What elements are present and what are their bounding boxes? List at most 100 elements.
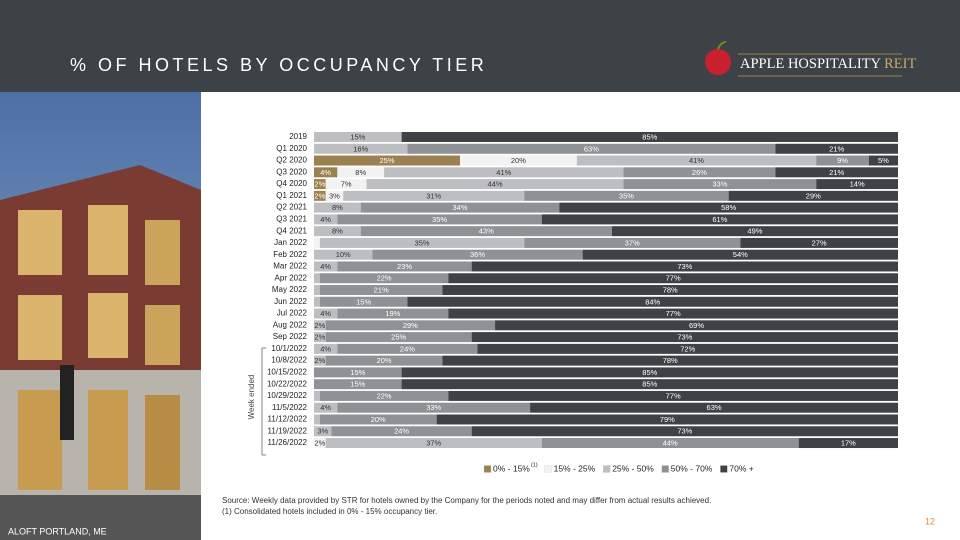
data-label: 37%: [426, 439, 441, 448]
data-label: 43%: [479, 227, 494, 236]
bar-segment: [314, 414, 320, 425]
y-tick-label: 10/8/2022: [271, 356, 307, 365]
bar-segment: [366, 179, 624, 190]
bar-segment: [314, 296, 320, 307]
data-label: 25%: [391, 333, 406, 342]
data-label: 15%: [356, 297, 371, 306]
photo-caption: ALOFT PORTLAND, ME: [8, 526, 107, 536]
bar-segment: [611, 226, 898, 237]
data-label: 4%: [320, 309, 331, 318]
header-band: [0, 0, 960, 92]
data-label: 16%: [353, 144, 368, 153]
legend-label: 50% - 70%: [671, 463, 713, 473]
y-tick-label: 11/26/2022: [268, 438, 308, 447]
legend-label: 25% - 50%: [612, 463, 654, 473]
bar-segment: [314, 308, 338, 319]
bar-segment: [325, 320, 496, 331]
data-label: 19%: [385, 309, 400, 318]
data-label: 2%: [314, 356, 325, 365]
data-label: 41%: [689, 156, 704, 165]
data-label: 20%: [377, 356, 392, 365]
data-label: 2%: [314, 333, 325, 342]
data-label: 35%: [432, 215, 447, 224]
bar-segment: [314, 285, 320, 296]
bar-segment: [314, 261, 338, 272]
data-label: 21%: [829, 144, 844, 153]
data-label: 15%: [350, 132, 365, 141]
bar-segment: [471, 261, 898, 272]
data-label: 14%: [850, 180, 865, 189]
bar-segment: [314, 343, 338, 354]
bar-segment: [524, 237, 741, 248]
data-label: 37%: [625, 238, 640, 247]
source-note: Source: Weekly data provided by STR for …: [222, 496, 711, 505]
bar-segment: [325, 438, 542, 449]
bar-segment: [360, 202, 560, 213]
y-tick-label: Q3 2021: [276, 214, 307, 223]
data-label: 73%: [677, 333, 692, 342]
axis-label: Week ended: [247, 375, 256, 420]
bar-segment: [319, 414, 437, 425]
bar-segment: [448, 390, 898, 401]
bar-segment: [868, 155, 898, 166]
data-label: 54%: [733, 250, 748, 259]
data-label: 25%: [379, 156, 394, 165]
bar-segment: [314, 355, 326, 366]
data-label: 2%: [314, 439, 325, 448]
data-label: 73%: [677, 262, 692, 271]
bar-segment: [319, 237, 525, 248]
legend-swatch: [720, 465, 728, 473]
photo: [0, 92, 201, 540]
bar-segment: [495, 320, 898, 331]
data-label: 15%: [350, 368, 365, 377]
data-label: 63%: [707, 403, 722, 412]
data-label: 4%: [320, 344, 331, 353]
y-tick-label: 11/12/2022: [268, 415, 308, 424]
legend-swatch: [544, 465, 552, 473]
data-label: 35%: [415, 238, 430, 247]
bar-segment: [530, 402, 898, 413]
bar-segment: [314, 132, 402, 142]
bar-segment: [314, 179, 326, 190]
y-tick-label: 10/22/2022: [267, 379, 308, 388]
data-label: 2%: [314, 180, 325, 189]
bar-segment: [325, 190, 344, 201]
data-label: 69%: [689, 321, 704, 330]
data-label: 29%: [806, 191, 821, 200]
bar-segment: [337, 343, 478, 354]
bar-segment: [337, 308, 449, 319]
data-label: 78%: [663, 285, 678, 294]
data-label: 44%: [663, 439, 678, 448]
data-label: 63%: [584, 144, 599, 153]
data-label: 73%: [677, 427, 692, 436]
bar-segment: [384, 167, 624, 178]
y-tick-label: Q4 2021: [276, 226, 307, 235]
bar-segment: [337, 214, 542, 225]
data-label: 22%: [377, 274, 392, 283]
bar-segment: [314, 226, 361, 237]
bar-segment: [401, 132, 898, 142]
data-label: 9%: [837, 156, 848, 165]
y-tick-label: Q3 2020: [276, 167, 307, 176]
legend-label: 15% - 25%: [554, 463, 596, 473]
legend-swatch: [603, 465, 611, 473]
data-label: 2%: [314, 321, 325, 330]
data-label: 20%: [371, 415, 386, 424]
data-label: 4%: [320, 215, 331, 224]
data-label: 17%: [841, 439, 856, 448]
bar-segment: [325, 355, 443, 366]
data-label: 4%: [320, 168, 331, 177]
y-tick-label: Q4 2020: [276, 179, 307, 188]
data-label: 49%: [747, 227, 762, 236]
data-label: 35%: [619, 191, 634, 200]
bar-segment: [331, 426, 472, 437]
chart: 2019 15% 85%Q1 2020 16% 63% 21%Q2 2020 25% 20% 4…: [267, 132, 898, 473]
y-tick-label: Q2 2021: [276, 203, 307, 212]
y-tick-label: Feb 2022: [273, 250, 307, 259]
y-tick-label: 11/19/2022: [268, 426, 308, 435]
data-label: 77%: [666, 309, 681, 318]
bar-segment: [314, 390, 320, 401]
bar-segment: [314, 402, 338, 413]
y-tick-label: 2019: [289, 132, 307, 141]
bar-segment: [319, 296, 408, 307]
